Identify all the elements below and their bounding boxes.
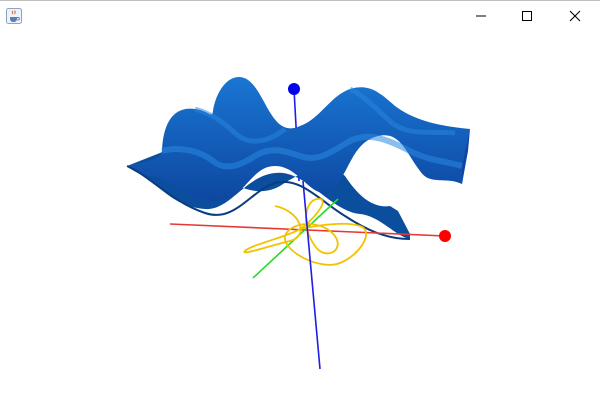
y-axis-end-marker <box>288 83 300 95</box>
minimize-icon <box>476 15 486 17</box>
wave-surface <box>126 76 470 240</box>
title-bar[interactable] <box>0 1 600 31</box>
maximize-button[interactable] <box>504 1 550 31</box>
y-axis-lower <box>302 180 321 370</box>
close-button[interactable] <box>552 1 598 31</box>
minimize-button[interactable] <box>458 1 504 31</box>
maximize-icon <box>522 11 532 21</box>
parametric-curve <box>243 198 367 266</box>
x-axis-end-marker <box>439 230 451 242</box>
java-cup-icon[interactable] <box>6 8 22 24</box>
3d-canvas[interactable] <box>0 31 600 405</box>
close-icon <box>569 10 581 22</box>
